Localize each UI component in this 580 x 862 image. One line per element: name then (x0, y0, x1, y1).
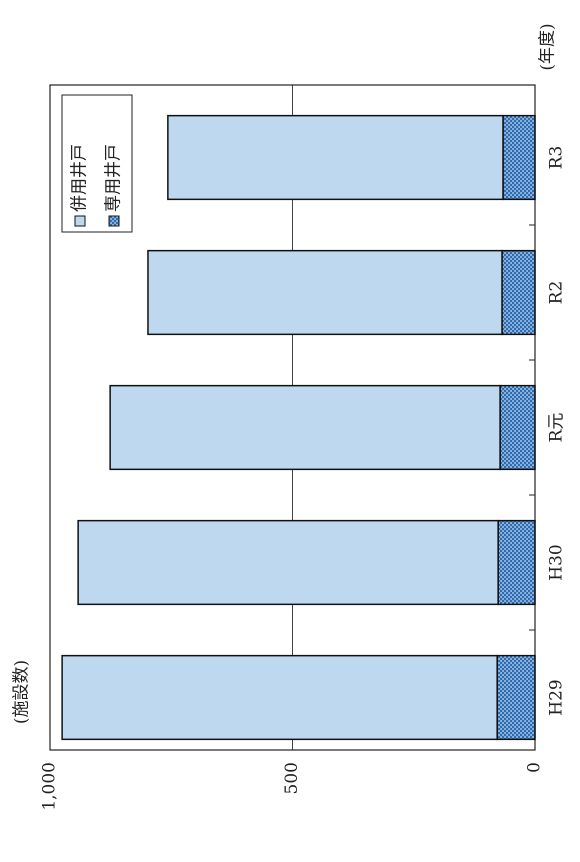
x-tick-label: R3 (547, 146, 567, 170)
legend-label: 併用井戸 (70, 144, 90, 212)
bar-segment (502, 114, 536, 201)
x-tick-label: R元 (547, 413, 567, 443)
bar-segment (496, 654, 536, 741)
x-tick-label: R2 (547, 281, 567, 305)
y-tick-label: 0 (525, 762, 545, 773)
bar-segment (61, 654, 498, 741)
y-axis-label: (施設数) (12, 660, 32, 724)
y-tick-label: 500 (282, 762, 302, 794)
legend-swatch (74, 215, 86, 227)
legend-box (61, 94, 133, 233)
legend-swatch (108, 215, 120, 227)
bar-segment (77, 519, 499, 606)
bar-segment (167, 114, 504, 201)
rotated-chart: (施設数) (年度) 0 500 1,000 H29 H30 R元 R2 R3 併用井戸 専用井戸 (12, 23, 567, 810)
legend-label: 専用井戸 (104, 144, 124, 212)
x-axis-label: (年度) (538, 23, 558, 70)
bar-segment (501, 249, 536, 336)
bar-segment (147, 249, 503, 336)
bar-segment (499, 384, 536, 471)
x-tick-label: H29 (547, 679, 567, 715)
bar-segment (497, 519, 536, 606)
y-tick-label: 1,000 (40, 762, 60, 811)
bar-segment (109, 384, 501, 471)
x-tick-label: H30 (547, 544, 567, 580)
